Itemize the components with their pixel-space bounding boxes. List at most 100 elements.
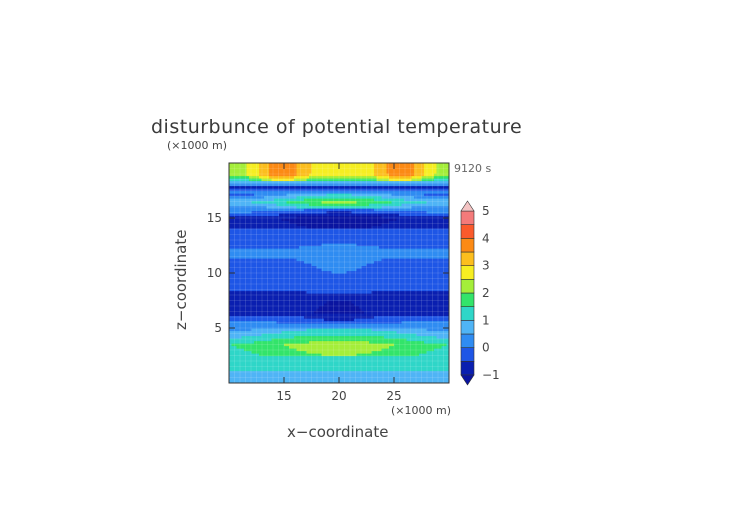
heatmap-cell xyxy=(366,298,370,302)
heatmap-cell xyxy=(316,370,320,374)
heatmap-cell xyxy=(434,323,438,327)
heatmap-cell xyxy=(394,273,398,277)
heatmap-cell xyxy=(446,328,449,332)
heatmap-cell xyxy=(359,343,363,347)
heatmap-cell xyxy=(334,358,338,362)
heatmap-cell xyxy=(436,305,440,309)
heatmap-cell xyxy=(234,365,238,369)
heatmap-cell xyxy=(229,263,233,267)
heatmap-cell xyxy=(361,258,365,262)
heatmap-cell xyxy=(249,270,253,274)
heatmap-cell xyxy=(244,323,248,327)
heatmap-cell xyxy=(364,360,368,364)
heatmap-cell xyxy=(254,365,258,369)
heatmap-cell xyxy=(346,343,350,347)
heatmap-cell xyxy=(316,318,320,322)
heatmap-cell xyxy=(336,290,340,294)
heatmap-cell xyxy=(331,290,335,294)
heatmap-cell xyxy=(314,253,318,257)
heatmap-cell xyxy=(394,340,398,344)
heatmap-cell xyxy=(246,363,250,367)
heatmap-cell xyxy=(254,250,258,254)
heatmap-cell xyxy=(261,300,265,304)
heatmap-cell xyxy=(441,363,445,367)
heatmap-cell xyxy=(294,303,298,307)
heatmap-cell xyxy=(369,378,373,382)
heatmap-cell xyxy=(319,258,323,262)
heatmap-cell xyxy=(309,358,313,362)
heatmap-cell xyxy=(326,318,330,322)
heatmap-cell xyxy=(374,323,378,327)
heatmap-cell xyxy=(394,305,398,309)
heatmap-cell xyxy=(234,363,238,367)
heatmap-cell xyxy=(426,295,430,299)
heatmap-cell xyxy=(384,378,388,382)
heatmap-cell xyxy=(289,338,293,342)
heatmap-cell xyxy=(316,298,320,302)
heatmap-cell xyxy=(309,288,313,292)
heatmap-cell xyxy=(341,318,345,322)
heatmap-cell xyxy=(281,253,285,257)
heatmap-cell xyxy=(231,275,235,279)
heatmap-cell xyxy=(434,255,438,259)
heatmap-cell xyxy=(429,340,433,344)
heatmap-cell xyxy=(401,375,405,379)
heatmap-cell xyxy=(231,360,235,364)
heatmap-cell xyxy=(389,263,393,267)
heatmap-cell xyxy=(406,253,410,257)
heatmap-cell xyxy=(241,263,245,267)
heatmap-cell xyxy=(251,303,255,307)
heatmap-cell xyxy=(301,370,305,374)
heatmap-cell xyxy=(241,375,245,379)
heatmap-cell xyxy=(336,250,340,254)
heatmap-cell xyxy=(241,288,245,292)
heatmap-cell xyxy=(304,255,308,259)
heatmap-cell xyxy=(266,253,270,257)
heatmap-cell xyxy=(414,285,418,289)
heatmap-cell xyxy=(416,310,420,314)
heatmap-cell xyxy=(244,250,248,254)
heatmap-cell xyxy=(244,278,248,282)
heatmap-cell xyxy=(336,358,340,362)
heatmap-cell xyxy=(319,373,323,377)
heatmap-cell xyxy=(286,303,290,307)
heatmap-cell xyxy=(319,265,323,269)
heatmap-cell xyxy=(316,293,320,297)
heatmap-cell xyxy=(274,330,278,334)
heatmap-cell xyxy=(254,278,258,282)
heatmap-cell xyxy=(431,278,435,282)
heatmap-cell xyxy=(241,318,245,322)
heatmap-cell xyxy=(389,300,393,304)
heatmap-cell xyxy=(294,333,298,337)
heatmap-cell xyxy=(241,310,245,314)
heatmap-cell xyxy=(306,318,310,322)
heatmap-cell xyxy=(424,305,428,309)
heatmap-cell xyxy=(329,335,333,339)
heatmap-cell xyxy=(406,313,410,317)
heatmap-cell xyxy=(301,340,305,344)
heatmap-cell xyxy=(344,300,348,304)
heatmap-cell xyxy=(371,318,375,322)
heatmap-cell xyxy=(344,295,348,299)
heatmap-cell xyxy=(331,298,335,302)
heatmap-cell xyxy=(291,273,295,277)
heatmap-cell xyxy=(256,345,260,349)
heatmap-cell xyxy=(281,375,285,379)
heatmap-cell xyxy=(299,290,303,294)
heatmap-cell xyxy=(241,253,245,257)
heatmap-cell xyxy=(296,308,300,312)
heatmap-cell xyxy=(441,278,445,282)
heatmap-cell xyxy=(271,363,275,367)
heatmap-cell xyxy=(306,295,310,299)
heatmap-cell xyxy=(361,373,365,377)
heatmap-cell xyxy=(356,285,360,289)
heatmap-cell xyxy=(321,378,325,382)
heatmap-cell xyxy=(361,308,365,312)
heatmap-cell xyxy=(316,255,320,259)
heatmap-cell xyxy=(289,283,293,287)
heatmap-cell xyxy=(354,373,358,377)
heatmap-cell xyxy=(401,333,405,337)
heatmap-cell xyxy=(366,283,370,287)
heatmap-cell xyxy=(401,268,405,272)
heatmap-cell xyxy=(364,305,368,309)
